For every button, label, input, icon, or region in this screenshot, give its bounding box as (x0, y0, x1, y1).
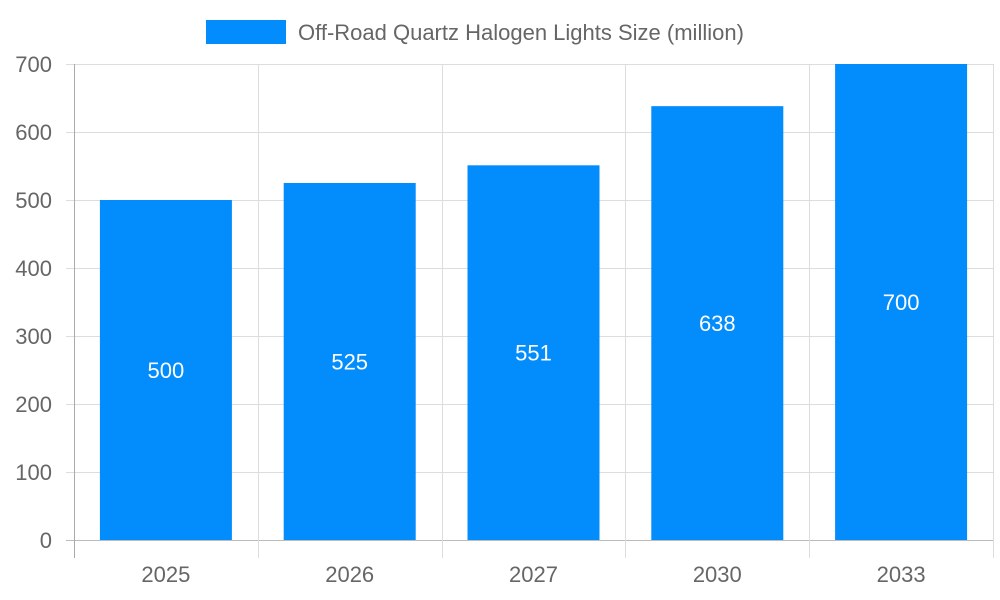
legend[interactable]: Off-Road Quartz Halogen Lights Size (mil… (206, 20, 744, 45)
x-axis: 2025 2026 2027 2030 2033 (141, 562, 925, 587)
data-label: 700 (883, 290, 920, 315)
x-tick-label: 2025 (141, 562, 190, 587)
bar (651, 106, 784, 540)
x-tick-label: 2026 (325, 562, 374, 587)
y-tick-label: 0 (40, 528, 52, 553)
y-tick-label: 100 (15, 460, 52, 485)
legend-label: Off-Road Quartz Halogen Lights Size (mil… (298, 20, 744, 45)
y-tick-label: 200 (15, 392, 52, 417)
y-axis: 0 100 200 300 400 500 600 700 (15, 52, 52, 553)
y-tick-label: 400 (15, 256, 52, 281)
legend-swatch (206, 20, 286, 44)
bar (283, 183, 416, 540)
bars: 500 525 551 638 700 (99, 64, 968, 540)
x-tick-label: 2030 (693, 562, 742, 587)
bar (835, 64, 968, 540)
y-tick-label: 300 (15, 324, 52, 349)
y-tick-label: 700 (15, 52, 52, 77)
bar (467, 165, 600, 540)
bar (99, 200, 232, 540)
x-tick-label: 2027 (509, 562, 558, 587)
y-tick-label: 600 (15, 120, 52, 145)
data-label: 525 (331, 350, 368, 375)
data-label: 500 (148, 358, 185, 383)
data-label: 638 (699, 311, 736, 336)
x-tick-label: 2033 (877, 562, 926, 587)
y-tick-label: 500 (15, 188, 52, 213)
data-label: 551 (515, 341, 552, 366)
